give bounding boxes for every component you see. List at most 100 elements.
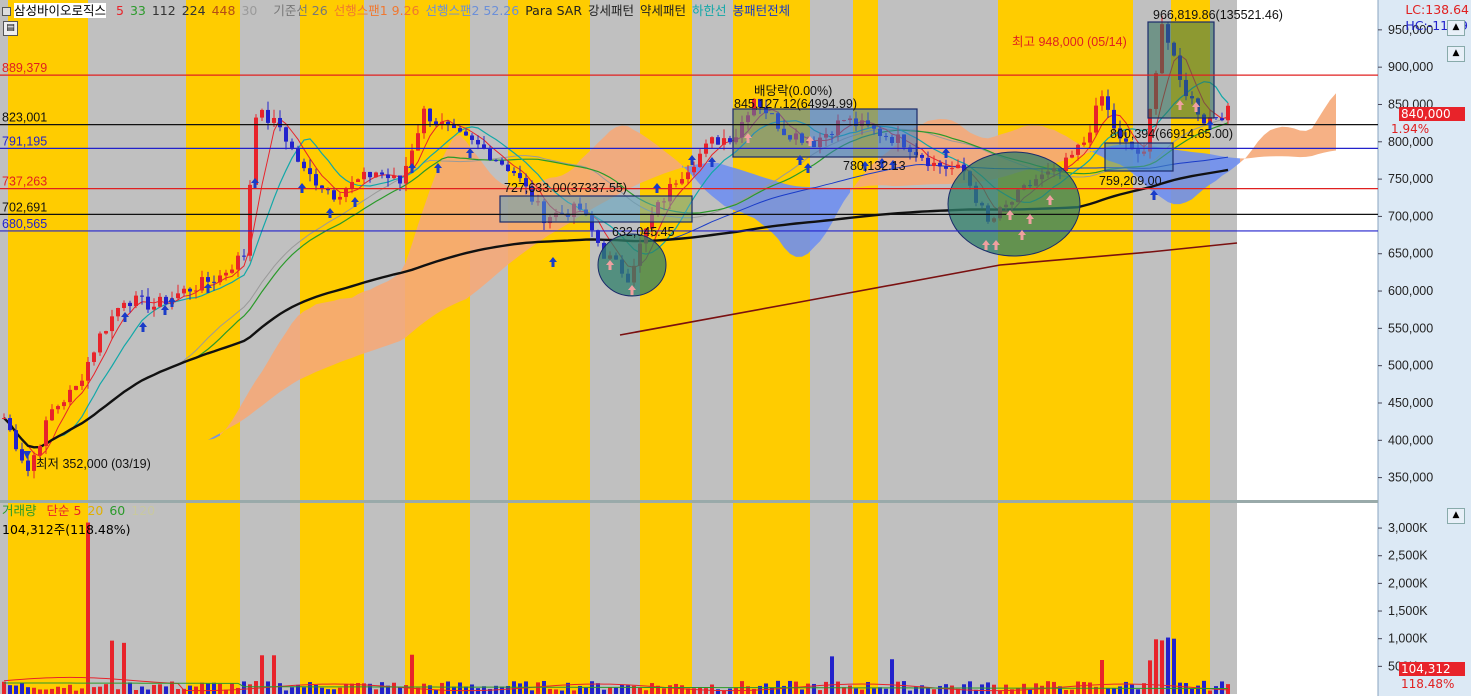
- volume-bar: [1226, 684, 1230, 694]
- ma-legend-item: 224: [181, 3, 206, 18]
- volume-bar: [212, 682, 216, 694]
- cloud-segment: [1090, 150, 1096, 154]
- volume-bar: [1208, 690, 1212, 694]
- volume-bar: [8, 685, 12, 694]
- candle-body: [116, 308, 120, 317]
- volume-bar: [698, 686, 702, 694]
- cloud-segment: [628, 126, 634, 190]
- cloud-segment: [1324, 100, 1330, 153]
- cloud-segment: [400, 261, 406, 341]
- scroll-up-icon-2[interactable]: ▲: [1447, 46, 1465, 62]
- menu-icon[interactable]: ▤: [3, 21, 18, 36]
- volume-bar: [392, 682, 396, 694]
- cloud-segment: [292, 315, 298, 385]
- volume-bar: [362, 683, 366, 694]
- volume-time-band: [692, 503, 733, 694]
- cloud-segment: [1306, 128, 1312, 157]
- cloud-segment: [256, 371, 262, 411]
- cloud-segment: [250, 380, 256, 415]
- legend-settings-icon[interactable]: [2, 7, 11, 16]
- volume-bar: [338, 687, 342, 694]
- volume-bar: [350, 683, 354, 694]
- volume-time-band: [405, 503, 470, 694]
- volume-bar: [326, 689, 330, 694]
- buy-arrow-icon: [861, 161, 869, 171]
- cloud-segment: [838, 188, 844, 212]
- candle-body: [386, 174, 390, 179]
- candle-body: [1076, 144, 1080, 155]
- candle-body: [338, 196, 342, 200]
- volume-time-band: [590, 503, 640, 694]
- volume-scroll-up-icon[interactable]: ▲: [1447, 508, 1465, 524]
- buy-arrow-icon: [688, 155, 696, 165]
- candle-body: [956, 164, 960, 169]
- cloud-segment: [466, 141, 472, 300]
- candle-body: [290, 141, 294, 148]
- buy-arrow-icon: [161, 305, 169, 315]
- candle-body: [272, 117, 276, 123]
- box-label: 845,127.12(64994.99): [734, 97, 857, 111]
- volume-bar: [662, 688, 666, 694]
- candle-body: [134, 295, 138, 307]
- buy-arrow-icon: [708, 157, 716, 167]
- volume-bar: [812, 683, 816, 694]
- box-label: 727,633.00(37337.55): [504, 181, 627, 195]
- volume-bar: [932, 689, 936, 694]
- box-label: 632,045.45: [612, 225, 675, 239]
- buy-arrow-icon: [878, 158, 886, 168]
- volume-bar: [218, 683, 222, 694]
- volume-bar: [320, 687, 324, 694]
- cloud-segment: [772, 179, 778, 239]
- volume-bar: [296, 684, 300, 694]
- cloud-segment: [322, 301, 328, 370]
- volume-bar: [104, 684, 108, 694]
- candle-body: [686, 172, 690, 180]
- cloud-segment: [370, 286, 376, 352]
- volume-bar: [1058, 686, 1062, 694]
- cloud-segment: [1234, 157, 1240, 168]
- volume-bar: [182, 688, 186, 694]
- cloud-segment: [382, 281, 388, 348]
- time-band: [186, 0, 240, 500]
- cloud-segment: [1216, 155, 1222, 181]
- candle-body: [1082, 142, 1086, 145]
- volume-bar: [170, 681, 174, 694]
- cloud-segment: [670, 155, 676, 172]
- level-label: 823,001: [2, 111, 47, 125]
- level-label: 702,691: [2, 200, 47, 214]
- volume-bar: [272, 655, 276, 694]
- volume-bar: [602, 689, 606, 694]
- indicator-legend-item: 선행스팬2 52.26: [425, 3, 520, 18]
- candle-body: [500, 160, 504, 165]
- cloud-segment: [244, 389, 250, 420]
- volume-bar: [50, 688, 54, 694]
- cloud-segment: [268, 351, 274, 402]
- level-label: 791,195: [2, 134, 47, 148]
- pattern-arrow-icon: [1026, 214, 1034, 224]
- volume-bar: [638, 687, 642, 694]
- ma-legend-item: 5: [116, 3, 124, 18]
- volume-ma-legend-item: 20: [87, 503, 104, 518]
- volume-bar: [188, 685, 192, 694]
- cloud-segment: [676, 160, 682, 170]
- candle-body: [146, 296, 150, 310]
- cloud-segment: [652, 141, 658, 179]
- candle-body: [32, 455, 36, 471]
- cloud-segment: [706, 162, 712, 197]
- candle-body: [596, 230, 600, 243]
- volume-bar: [884, 688, 888, 694]
- volume-tick-label: 2,500K: [1388, 549, 1428, 563]
- volume-bar: [74, 690, 78, 694]
- volume-bar: [254, 681, 258, 694]
- candle-body: [920, 154, 924, 158]
- volume-bar: [86, 522, 90, 694]
- buy-arrow-icon: [549, 257, 557, 267]
- volume-bar: [962, 684, 966, 694]
- legend-title[interactable]: 삼성바이오로직스: [14, 3, 107, 18]
- cloud-segment: [1264, 130, 1270, 157]
- cloud-segment: [1240, 157, 1246, 163]
- scroll-up-icon[interactable]: ▲: [1447, 20, 1465, 36]
- pattern-arrow-icon: [992, 240, 1000, 250]
- chart-legend: 삼성바이오로직스 5 33 112 224 448 30 기준선 26 선행스팬1 9.26…: [2, 2, 802, 20]
